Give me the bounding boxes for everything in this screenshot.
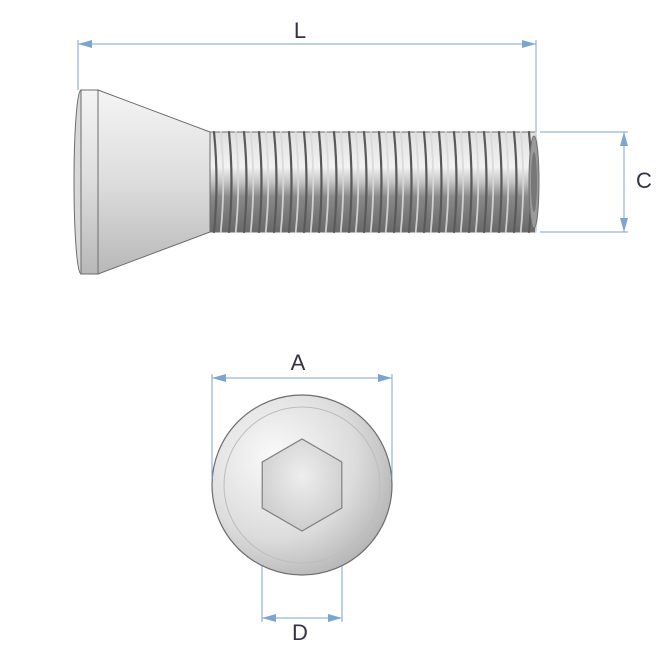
dimension-label-D: D (292, 620, 308, 645)
screw-front-view (212, 395, 392, 575)
dimension-label-C: C (636, 168, 652, 193)
dimension-label-L: L (294, 18, 306, 43)
technical-drawing: L C A D (0, 0, 670, 670)
screw-side-view (74, 90, 539, 274)
dimension-label-A: A (291, 350, 306, 375)
